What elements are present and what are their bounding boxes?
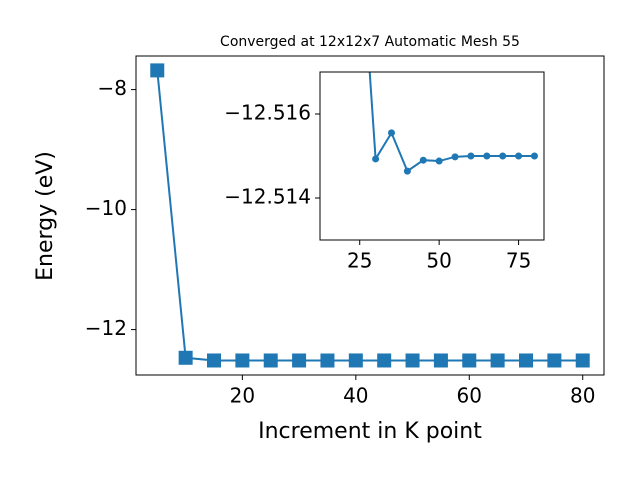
- data-point: [403, 167, 411, 175]
- data-point: [178, 350, 193, 365]
- data-point: [150, 63, 165, 78]
- x-tick-label: 40: [343, 384, 368, 408]
- data-point: [372, 155, 380, 163]
- x-axis-label: Increment in K point: [258, 419, 482, 444]
- x-tick-label: 50: [426, 249, 451, 273]
- x-tick-label: 20: [230, 384, 255, 408]
- y-tick-label: −12: [85, 316, 127, 340]
- data-point: [483, 152, 491, 160]
- x-tick-label: 75: [506, 249, 531, 273]
- data-point: [435, 157, 443, 165]
- data-point: [490, 353, 505, 368]
- y-tick-label: −12.516: [224, 101, 311, 125]
- data-point: [405, 353, 420, 368]
- y-tick-label: −8: [98, 76, 127, 100]
- plot-series: [368, 72, 538, 175]
- data-point: [263, 353, 278, 368]
- data-point: [235, 353, 250, 368]
- data-point: [433, 353, 448, 368]
- x-tick-label: 60: [457, 384, 482, 408]
- axes-frame: [319, 71, 545, 241]
- x-tick-label: 80: [570, 384, 595, 408]
- data-point: [292, 353, 307, 368]
- data-point: [467, 152, 475, 160]
- data-point: [515, 152, 523, 160]
- data-point: [451, 153, 459, 161]
- y-axis-label: Energy (eV): [33, 151, 58, 281]
- plot-series: [150, 63, 590, 368]
- data-point: [547, 353, 562, 368]
- data-point: [419, 156, 427, 164]
- y-tick-label: −10: [85, 196, 127, 220]
- data-point: [207, 353, 221, 368]
- axes-frame: [135, 55, 605, 376]
- chart-title: Converged at 12x12x7 Automatic Mesh 55: [220, 34, 520, 50]
- data-point: [519, 353, 533, 368]
- data-point: [348, 353, 363, 368]
- data-point: [530, 152, 538, 160]
- data-point: [387, 129, 395, 137]
- data-point: [499, 152, 507, 160]
- x-tick-label: 25: [347, 249, 372, 273]
- data-point: [377, 353, 392, 368]
- data-point: [575, 353, 590, 368]
- data-point: [462, 353, 477, 368]
- y-tick-label: −12.514: [224, 185, 311, 209]
- series-line: [156, 70, 583, 362]
- data-point: [320, 353, 335, 368]
